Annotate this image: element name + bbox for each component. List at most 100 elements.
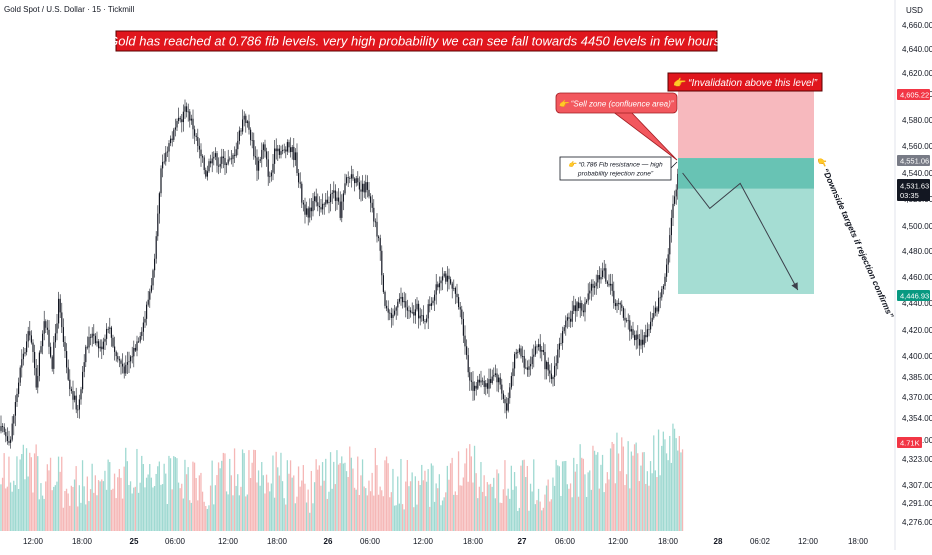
- volume-bar: [133, 487, 135, 531]
- projected-price-path[interactable]: [682, 172, 799, 291]
- volume-bar: [390, 492, 392, 531]
- stop-loss-zone[interactable]: [678, 88, 814, 159]
- volume-bar: [345, 471, 348, 531]
- candle-body: [589, 290, 591, 294]
- volume-bar: [397, 476, 399, 531]
- candle-body: [29, 331, 31, 336]
- volume-bar: [131, 493, 133, 531]
- candle-body: [346, 177, 348, 184]
- candle-body: [66, 351, 68, 368]
- volume-bar: [302, 465, 304, 531]
- candle-body: [163, 161, 165, 163]
- volume-bar: [641, 452, 644, 531]
- volume-bar: [366, 495, 368, 531]
- volume-bar: [81, 460, 84, 531]
- candle-body: [434, 294, 436, 301]
- candle-body: [432, 300, 434, 304]
- volume-bar: [360, 475, 362, 531]
- candle-body: [422, 315, 424, 321]
- sell-zone-callout[interactable]: 👉 “Sell zone (confluence area)”: [555, 92, 678, 161]
- volume-bar: [430, 463, 432, 531]
- volume-bar: [534, 504, 536, 531]
- candle-body: [446, 275, 448, 282]
- candle-body: [414, 309, 416, 316]
- headline-banner[interactable]: Gold has reached at 0.786 fib levels. ve…: [108, 30, 724, 52]
- time-tick-label: 18:00: [72, 537, 93, 546]
- volume-bar: [509, 498, 511, 531]
- candle-body: [670, 217, 672, 236]
- candle-body: [616, 302, 618, 307]
- volume-bar: [627, 441, 629, 531]
- candle-body: [429, 304, 431, 306]
- candle-body: [302, 202, 304, 205]
- candle-body: [21, 359, 23, 368]
- volume-bar: [603, 492, 605, 531]
- candle-body: [400, 296, 402, 299]
- volume-bar: [294, 503, 296, 531]
- volume-bar: [248, 450, 250, 531]
- volume-bar: [181, 483, 183, 531]
- candle-body: [78, 399, 80, 410]
- time-tick-label: 06:00: [555, 537, 576, 546]
- volume-bar: [406, 460, 408, 531]
- volume-bar: [189, 500, 191, 531]
- time-tick-label: 06:02: [750, 537, 771, 546]
- candle-body: [333, 190, 335, 193]
- volume-bar: [461, 485, 463, 531]
- volume-bar: [549, 501, 551, 531]
- candle-body: [298, 173, 300, 183]
- candle-body: [512, 368, 514, 377]
- invalidation-label[interactable]: 👉 “Invalidation above this level”: [667, 72, 823, 92]
- volume-bar: [446, 465, 448, 531]
- volume-bar: [387, 463, 389, 531]
- candle-body: [427, 304, 429, 319]
- volume-bar: [539, 501, 541, 531]
- volume-bar: [478, 486, 480, 531]
- time-tick-label: 12:00: [608, 537, 629, 546]
- volume-bar: [526, 465, 528, 531]
- volume-bar: [595, 454, 597, 531]
- candle-body: [354, 178, 356, 184]
- candle-body: [251, 140, 253, 141]
- candle-body: [306, 208, 308, 215]
- volume-bar: [496, 469, 498, 531]
- volume-bar: [667, 460, 669, 531]
- candle-body: [509, 387, 511, 399]
- candle-body: [173, 129, 175, 140]
- volume-bar: [651, 473, 653, 531]
- candle-body: [550, 373, 552, 380]
- volume-bar: [205, 505, 207, 531]
- candle-body: [395, 307, 397, 311]
- volume-bar: [590, 489, 592, 531]
- volume-bar: [608, 479, 610, 531]
- volume-bar: [187, 467, 189, 531]
- volume-bar: [672, 423, 674, 531]
- volume-bar: [201, 491, 204, 531]
- candle-body: [14, 402, 16, 416]
- volume-bar: [630, 451, 632, 531]
- candle-body: [557, 349, 559, 364]
- volume-bar: [249, 478, 252, 531]
- volume-bar: [72, 486, 74, 531]
- candle-body: [59, 298, 61, 313]
- symbol-title[interactable]: Gold Spot / U.S. Dollar · 15 · Tickmill: [4, 5, 134, 14]
- fib-callout[interactable]: 👉 “0.786 Fib resistance — high probabili…: [559, 156, 678, 181]
- candle-body: [101, 346, 103, 350]
- candle-body: [374, 221, 376, 223]
- price-tick-label: 4,440.00: [902, 299, 932, 308]
- price-tick-label: 4,660.00: [902, 21, 932, 30]
- time-tick-label: 12:00: [23, 537, 44, 546]
- candle-body: [514, 354, 516, 369]
- candle-body: [570, 318, 572, 322]
- candle-body: [469, 372, 471, 381]
- candle-body: [190, 118, 192, 121]
- volume-bar: [433, 501, 436, 531]
- candle-body: [192, 118, 194, 130]
- candle-body: [626, 320, 628, 322]
- candle-body: [125, 364, 127, 374]
- time-axis[interactable]: 12:00 18:00 25 06:00 12:00 18:00 26 06:00 12:00 1…: [23, 537, 869, 546]
- candle-body: [206, 171, 208, 177]
- candle-body: [50, 346, 52, 357]
- candle-body: [82, 371, 84, 390]
